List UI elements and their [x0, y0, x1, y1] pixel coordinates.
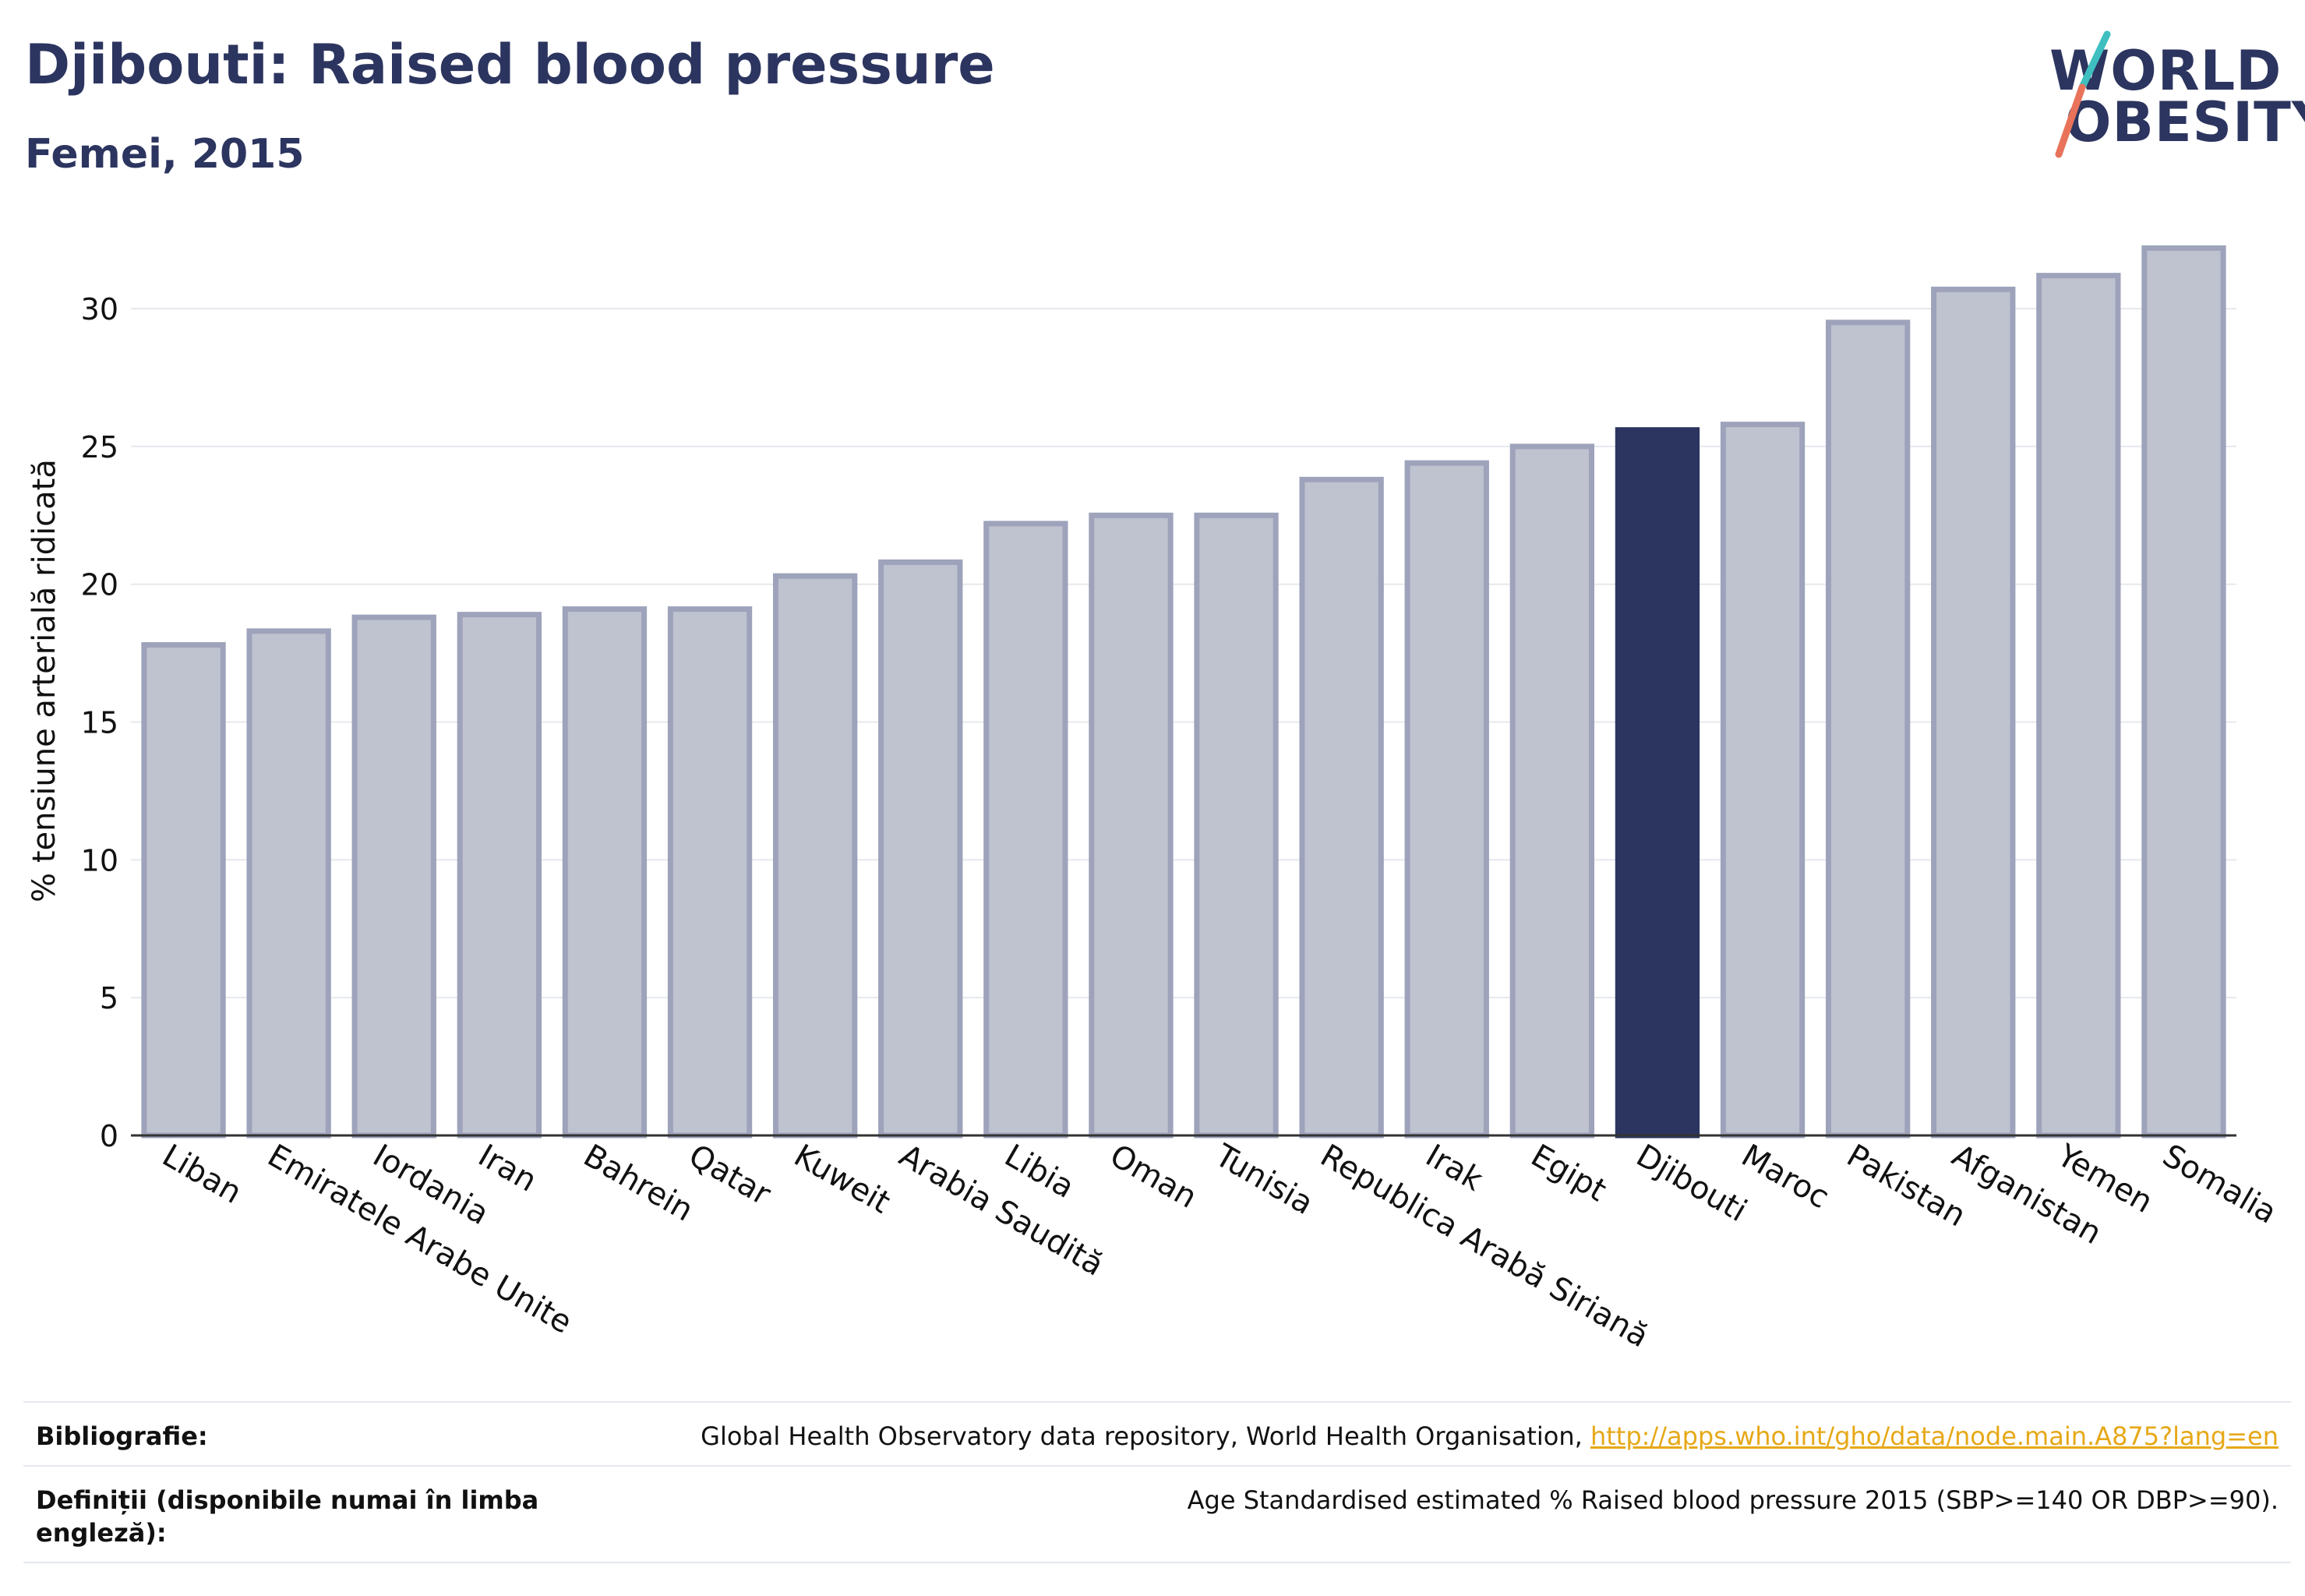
y-tick-label: 15	[81, 706, 118, 740]
bar-1	[246, 628, 331, 1139]
bibliography-label: Bibliografie:	[36, 1421, 208, 1451]
x-tick-label: Egipt	[1525, 1138, 1612, 1209]
x-tick-label: Irak	[1420, 1138, 1489, 1199]
y-tick-label: 25	[81, 430, 118, 464]
bar-18	[2036, 273, 2121, 1139]
definitions-text: Age Standardised estimated % Raised bloo…	[1187, 1485, 2279, 1515]
x-tick-label: Iran	[472, 1138, 543, 1199]
x-tick-label: Liban	[157, 1138, 248, 1211]
bar-2	[351, 614, 436, 1139]
x-tick-label: Oman	[1103, 1138, 1202, 1216]
y-tick-label: 0	[100, 1119, 118, 1153]
page-subtitle: Femei, 2015	[25, 131, 305, 178]
chart-grid	[131, 308, 2236, 999]
x-tick-label: Arabia Saudită	[893, 1138, 1110, 1284]
y-tick-label: 20	[81, 568, 118, 602]
world-obesity-logo: WORLD OBESITY	[2042, 28, 2305, 168]
bar-7	[878, 559, 963, 1139]
footer-divider-middle	[23, 1465, 2291, 1467]
footer-divider-bottom	[23, 1562, 2291, 1563]
x-tick-label: Tunisia	[1209, 1137, 1319, 1222]
bar-4	[562, 606, 648, 1139]
x-tick-label: Pakistan	[1841, 1138, 1971, 1234]
x-tick-label: Maroc	[1735, 1138, 1835, 1216]
x-tick-label: Kuweit	[788, 1138, 896, 1221]
definitions-label: Definiții (disponibile numai în limba eng…	[36, 1484, 538, 1549]
bar-11	[1299, 476, 1384, 1139]
bar-5	[667, 606, 753, 1139]
y-axis-label: % tensiune arterială ridicată	[26, 459, 62, 902]
y-tick-label: 10	[81, 843, 118, 877]
bibliography-value: Global Health Observatory data repositor…	[701, 1420, 2279, 1453]
definitions-label-line-1: Definiții (disponibile numai în limba	[36, 1485, 539, 1515]
y-tick-label: 5	[100, 981, 118, 1015]
bar-13	[1509, 443, 1595, 1139]
bar-8	[983, 521, 1068, 1139]
bar-17	[1931, 286, 2016, 1139]
logo-slash-icon	[2055, 30, 2111, 158]
definitions-label-line-2: engleză):	[36, 1518, 167, 1548]
x-tick-label: Djibouti	[1630, 1138, 1753, 1229]
bar-9	[1089, 512, 1174, 1139]
bibliography-link[interactable]: http://apps.who.int/gho/data/node.main.A…	[1590, 1421, 2279, 1451]
bar-3	[457, 612, 542, 1139]
bar-15	[1720, 422, 1806, 1139]
x-tick-label: Bahrein	[577, 1138, 699, 1229]
bar-6	[772, 573, 858, 1139]
bar-10	[1194, 512, 1279, 1139]
bar-19	[2141, 245, 2226, 1139]
bibliography-text: Global Health Observatory data repositor…	[701, 1421, 1590, 1451]
bar-14	[1615, 427, 1700, 1139]
logo-line-2: OBESITY	[2065, 90, 2305, 154]
bar-12	[1404, 460, 1489, 1139]
y-tick-label: 30	[81, 292, 118, 327]
chart-bars	[141, 245, 2226, 1139]
footer-divider-top	[23, 1401, 2291, 1403]
x-tick-label: Somalia	[2156, 1138, 2282, 1231]
bar-16	[1825, 320, 1911, 1139]
page-title: Djibouti: Raised blood pressure	[25, 33, 995, 97]
bar-0	[141, 642, 226, 1139]
